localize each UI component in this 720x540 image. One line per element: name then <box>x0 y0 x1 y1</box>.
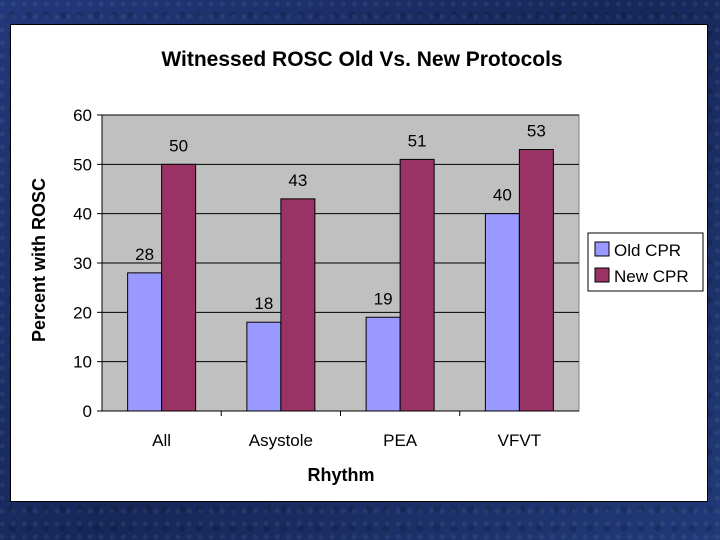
y-tick-label: 50 <box>73 155 92 174</box>
bar <box>161 163 197 412</box>
legend-label: Old CPR <box>614 241 681 260</box>
x-axis-title: Rhythm <box>308 465 375 485</box>
data-label: 19 <box>374 289 393 308</box>
bar <box>280 198 316 412</box>
legend-swatch <box>594 267 610 283</box>
y-tick-label: 0 <box>83 402 92 421</box>
x-tick-label: Asystole <box>249 431 313 450</box>
bar <box>518 149 554 412</box>
bar <box>246 321 282 412</box>
x-tick-label: VFVT <box>498 431 541 450</box>
y-tick-label: 10 <box>73 353 92 372</box>
y-tick-label: 30 <box>73 254 92 273</box>
bar-chart: Witnessed ROSC Old Vs. New Protocols 0 10… <box>29 48 704 485</box>
data-label: 53 <box>527 122 546 141</box>
data-label: 28 <box>135 245 154 264</box>
data-label: 40 <box>493 186 512 205</box>
legend-label: New CPR <box>614 267 689 286</box>
bar <box>365 316 401 412</box>
x-tick-label: PEA <box>383 431 418 450</box>
bar <box>484 213 520 412</box>
x-tick-label: All <box>152 431 171 450</box>
y-tick-label: 60 <box>73 106 92 125</box>
data-label: 18 <box>254 294 273 313</box>
y-axis-title: Percent with ROSC <box>29 178 49 342</box>
legend: Old CPR New CPR <box>587 232 704 292</box>
data-label: 43 <box>288 171 307 190</box>
y-tick-label: 20 <box>73 303 92 322</box>
chart-frame: Witnessed ROSC Old Vs. New Protocols 0 10… <box>10 24 708 502</box>
data-label: 51 <box>408 131 427 150</box>
chart-title: Witnessed ROSC Old Vs. New Protocols <box>161 48 562 71</box>
bar <box>399 158 435 412</box>
legend-swatch <box>594 241 610 257</box>
data-label: 50 <box>169 136 188 155</box>
y-tick-label: 40 <box>73 205 92 224</box>
bar <box>127 272 163 412</box>
